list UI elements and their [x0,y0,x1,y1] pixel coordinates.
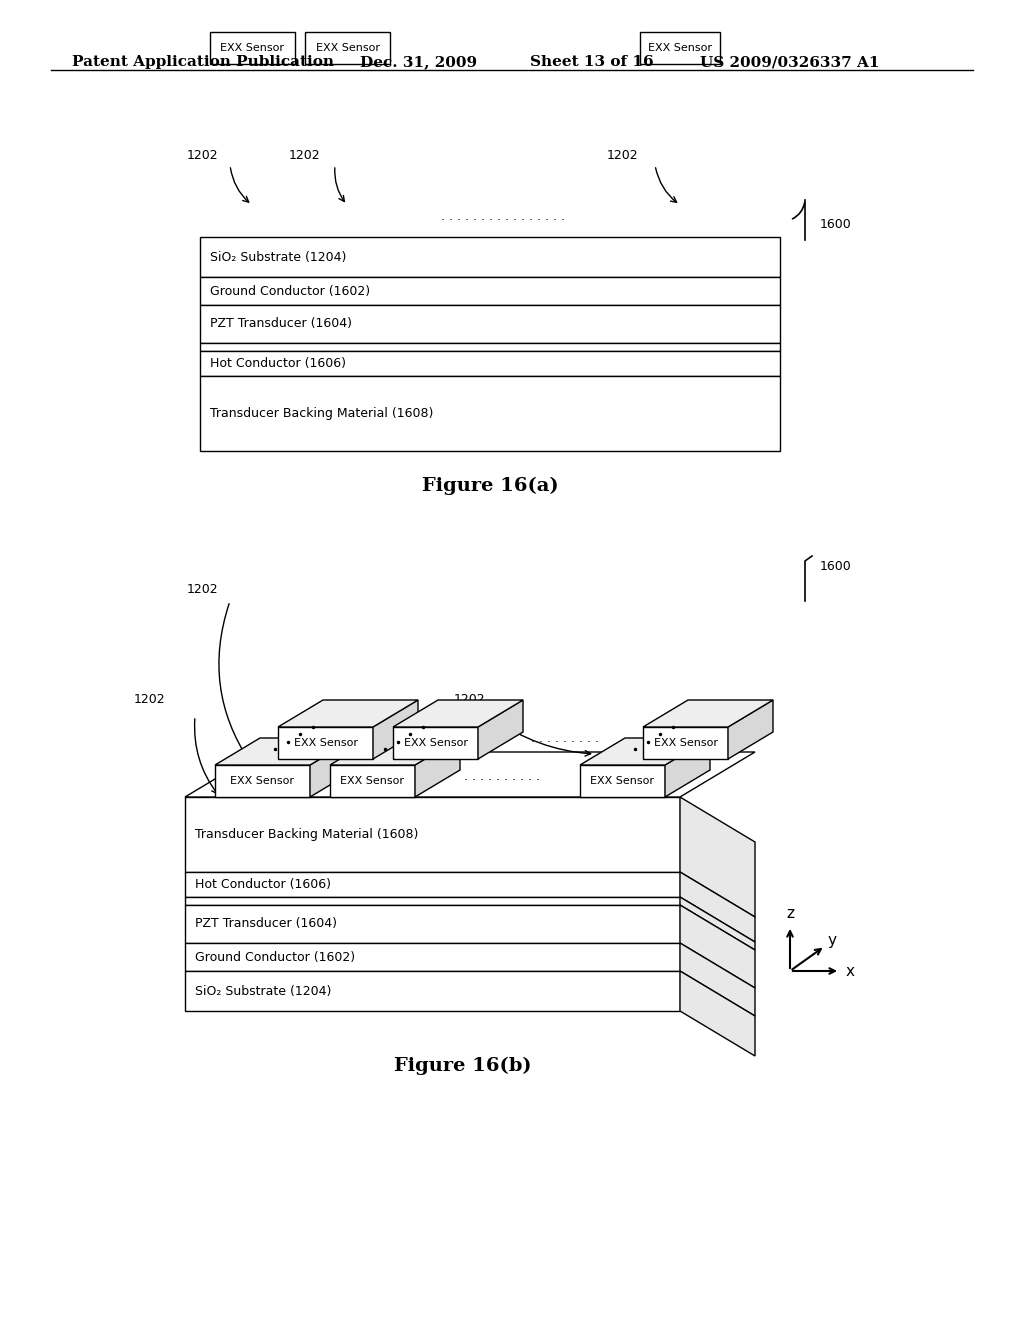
Text: · · · · · · · · · ·: · · · · · · · · · · [464,775,540,788]
Bar [330,766,415,797]
Bar [210,32,295,63]
Text: Hot Conductor (1606): Hot Conductor (1606) [210,356,346,370]
Polygon shape [278,700,418,727]
Text: Transducer Backing Material (1608): Transducer Backing Material (1608) [195,828,419,841]
Text: 1202: 1202 [133,693,165,706]
Polygon shape [478,700,523,759]
Text: Patent Application Publication: Patent Application Publication [72,55,334,69]
Bar [305,32,390,63]
Bar [185,942,680,972]
Text: · · · · · · · · · · · · · · · ·: · · · · · · · · · · · · · · · · [441,214,565,227]
Bar [200,238,780,277]
Polygon shape [680,898,755,950]
Polygon shape [643,700,773,727]
Bar [215,766,310,797]
Text: EXX Sensor: EXX Sensor [220,44,285,53]
Text: EXX Sensor: EXX Sensor [315,44,380,53]
Polygon shape [580,738,710,766]
Polygon shape [415,738,460,797]
Text: Sheet 13 of 16: Sheet 13 of 16 [530,55,653,69]
Text: 1202: 1202 [289,149,319,162]
Text: z: z [786,907,794,921]
Text: Transducer Backing Material (1608): Transducer Backing Material (1608) [210,407,433,420]
Text: · · · · · · · · ·: · · · · · · · · · [531,737,599,750]
Bar [185,972,680,1011]
Text: Dec. 31, 2009: Dec. 31, 2009 [360,55,477,69]
Text: Figure 16(b): Figure 16(b) [394,1057,531,1074]
Bar [200,351,780,376]
Bar [580,766,665,797]
Polygon shape [680,873,755,942]
Text: y: y [827,933,837,949]
Text: EXX Sensor: EXX Sensor [403,738,468,748]
Bar [185,873,680,898]
Text: 1202: 1202 [186,149,218,162]
Polygon shape [373,700,418,759]
Text: EXX Sensor: EXX Sensor [653,738,718,748]
Text: 1202: 1202 [606,149,638,162]
Bar [643,727,728,759]
Text: PZT Transducer (1604): PZT Transducer (1604) [210,318,352,330]
Text: SiO₂ Substrate (1204): SiO₂ Substrate (1204) [210,251,346,264]
Text: 1202: 1202 [186,583,218,597]
Text: US 2009/0326337 A1: US 2009/0326337 A1 [700,55,880,69]
Text: Figure 16(a): Figure 16(a) [422,477,558,495]
Bar [200,305,780,343]
Polygon shape [680,797,755,917]
Text: PZT Transducer (1604): PZT Transducer (1604) [195,917,337,931]
Polygon shape [665,738,710,797]
Bar [200,343,780,351]
Bar [185,906,680,942]
Text: x: x [846,964,854,978]
Text: EXX Sensor: EXX Sensor [648,44,712,53]
Polygon shape [185,752,755,797]
Bar [278,727,373,759]
Polygon shape [680,972,755,1056]
Polygon shape [393,700,523,727]
Bar [185,797,680,873]
Bar [640,32,720,63]
Text: 1202: 1202 [454,693,485,706]
Bar [200,376,780,451]
Polygon shape [680,906,755,987]
Bar [185,898,680,906]
Text: 1600: 1600 [820,219,852,231]
Text: EXX Sensor: EXX Sensor [230,776,295,785]
Polygon shape [215,738,355,766]
Text: Hot Conductor (1606): Hot Conductor (1606) [195,878,331,891]
Bar [200,277,780,305]
Text: SiO₂ Substrate (1204): SiO₂ Substrate (1204) [195,985,332,998]
Polygon shape [310,738,355,797]
Bar [393,727,478,759]
Polygon shape [728,700,773,759]
Text: Ground Conductor (1602): Ground Conductor (1602) [195,950,355,964]
Text: Ground Conductor (1602): Ground Conductor (1602) [210,285,370,297]
Polygon shape [680,942,755,1016]
Text: EXX Sensor: EXX Sensor [591,776,654,785]
Text: EXX Sensor: EXX Sensor [294,738,357,748]
Text: EXX Sensor: EXX Sensor [341,776,404,785]
Text: 1600: 1600 [820,560,852,573]
Polygon shape [330,738,460,766]
